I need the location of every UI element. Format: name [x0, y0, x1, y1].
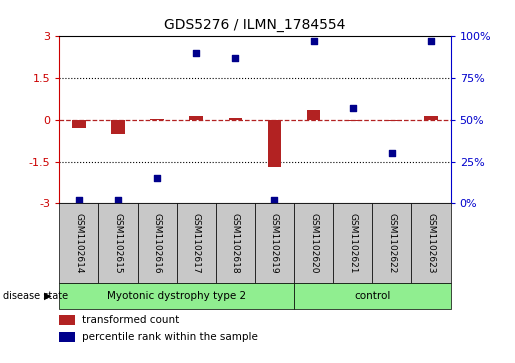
- Bar: [150, 119, 164, 120]
- Point: [349, 105, 357, 111]
- Text: GSM1102623: GSM1102623: [426, 213, 436, 273]
- Bar: [385, 120, 399, 121]
- Text: GSM1102620: GSM1102620: [309, 213, 318, 273]
- Text: GSM1102617: GSM1102617: [192, 213, 201, 273]
- Bar: [294, 203, 333, 283]
- Bar: [333, 203, 372, 283]
- Text: ▶: ▶: [44, 291, 52, 301]
- Bar: [255, 203, 294, 283]
- Text: transformed count: transformed count: [82, 315, 180, 325]
- Point: [270, 197, 279, 203]
- Text: GSM1102616: GSM1102616: [152, 213, 162, 273]
- Text: Myotonic dystrophy type 2: Myotonic dystrophy type 2: [107, 291, 246, 301]
- Text: GSM1102618: GSM1102618: [231, 213, 240, 273]
- Bar: [372, 203, 411, 283]
- Point: [388, 150, 396, 156]
- Text: percentile rank within the sample: percentile rank within the sample: [82, 332, 259, 342]
- Bar: [59, 203, 98, 283]
- Text: GSM1102622: GSM1102622: [387, 213, 397, 273]
- Text: GSM1102621: GSM1102621: [348, 213, 357, 273]
- Bar: [346, 120, 359, 121]
- Bar: [111, 120, 125, 134]
- Point: [231, 55, 239, 61]
- Text: GSM1102619: GSM1102619: [270, 213, 279, 273]
- Bar: [59, 315, 75, 325]
- Bar: [294, 283, 451, 309]
- Point: [310, 38, 318, 44]
- Bar: [59, 283, 294, 309]
- Point: [192, 50, 200, 56]
- Bar: [190, 115, 203, 120]
- Text: control: control: [354, 291, 390, 301]
- Bar: [72, 120, 85, 128]
- Point: [114, 197, 122, 203]
- Title: GDS5276 / ILMN_1784554: GDS5276 / ILMN_1784554: [164, 19, 346, 33]
- Point: [75, 197, 83, 203]
- Bar: [216, 203, 255, 283]
- Point: [153, 175, 161, 181]
- Text: disease state: disease state: [3, 291, 67, 301]
- Bar: [138, 203, 177, 283]
- Bar: [307, 110, 320, 120]
- Bar: [424, 115, 438, 120]
- Bar: [268, 120, 281, 167]
- Point: [427, 38, 435, 44]
- Bar: [411, 203, 451, 283]
- Bar: [98, 203, 138, 283]
- Text: GSM1102615: GSM1102615: [113, 213, 123, 273]
- Bar: [177, 203, 216, 283]
- Bar: [229, 118, 242, 120]
- Text: GSM1102614: GSM1102614: [74, 213, 83, 273]
- Bar: [59, 332, 75, 342]
